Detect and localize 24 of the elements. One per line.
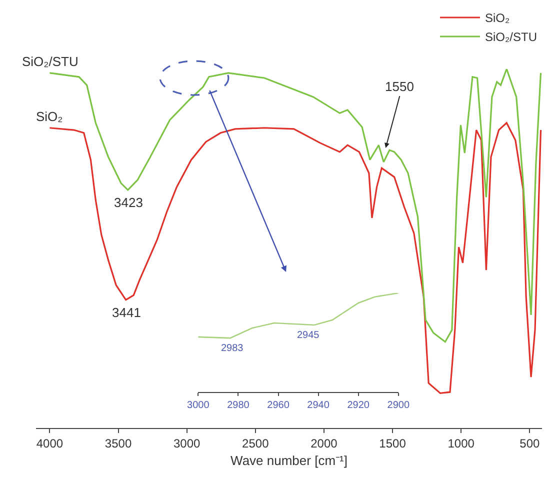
x-tick-label: 3500 [104,436,132,450]
annotation: 3441 [112,305,141,320]
legend-label: SiO₂/STU [485,30,537,44]
text: SiO₂/STU [22,54,78,69]
x-tick-label: 2000 [310,436,338,450]
annotation: 1550 [385,79,414,94]
x-tick-label: 1500 [379,436,406,450]
legend-label: SiO₂ [485,11,510,26]
x-tick-label: 2940 [307,400,330,411]
text: SiO₂ [36,109,63,124]
x-tick-label: 2900 [387,400,410,411]
annotation: 3423 [114,195,143,210]
x-tick-label: 2920 [347,400,370,411]
x-tick-label: 3000 [187,400,210,411]
annotation: 2945 [297,330,320,341]
x-tick-label: 3000 [173,436,201,450]
x-tick-label: 500 [520,436,540,450]
x-tick-label: 1000 [448,436,475,450]
x-tick-label: 4000 [36,436,64,450]
x-tick-label: 2980 [227,400,250,411]
annotation: 2983 [221,343,244,354]
x-tick-label: 2960 [267,400,290,411]
x-axis-title: Wave number [cm⁻¹] [230,453,348,468]
x-tick-label: 2500 [242,436,270,450]
